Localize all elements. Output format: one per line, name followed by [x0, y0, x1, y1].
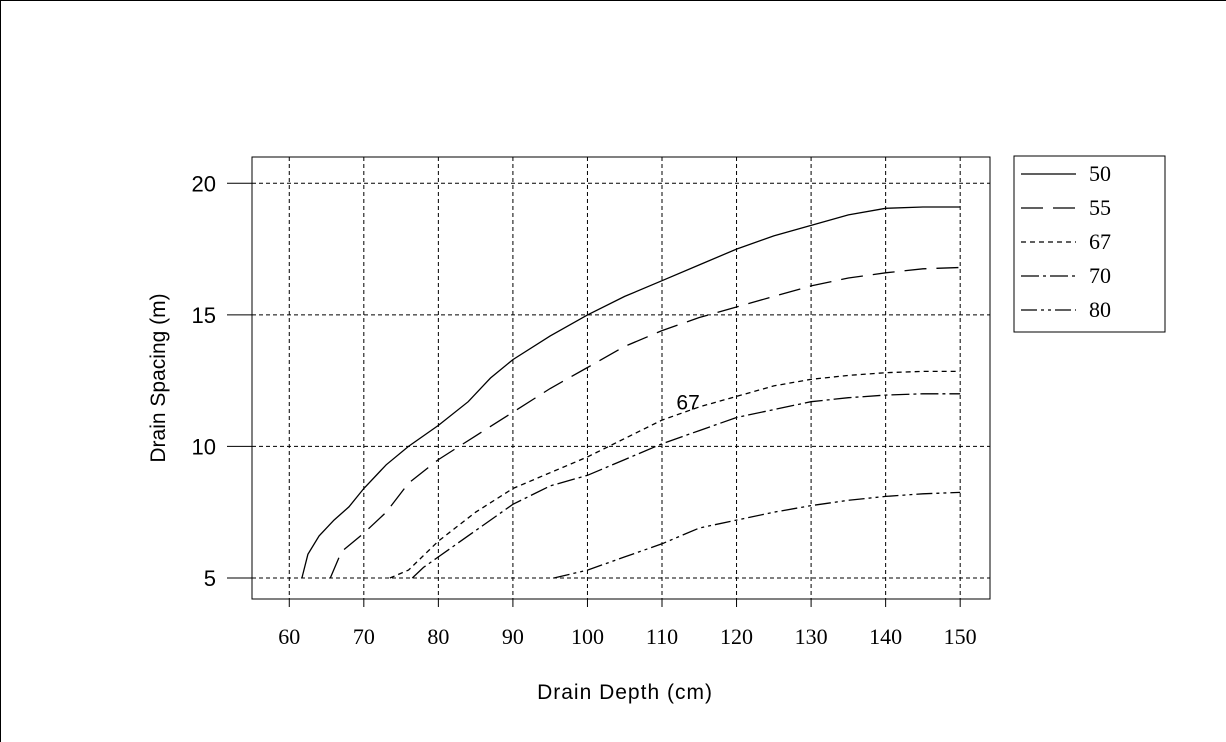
x-tick-label: 60 — [278, 624, 300, 649]
x-tick-label: 100 — [571, 624, 604, 649]
y-tick-label: 10 — [192, 434, 216, 459]
x-axis-ticks: 60 70 80 90 100 110 120 130 140 150 — [278, 599, 977, 649]
legend-label-80: 80 — [1089, 297, 1111, 322]
x-tick-label: 120 — [720, 624, 753, 649]
x-tick-label: 70 — [353, 624, 375, 649]
x-tick-label: 90 — [502, 624, 524, 649]
legend-box — [1013, 155, 1166, 333]
y-tick-label: 5 — [204, 566, 216, 591]
y-tick-label: 20 — [192, 171, 216, 196]
legend-label-70: 70 — [1089, 263, 1111, 288]
curve-annotation-67: 67 — [676, 392, 699, 415]
series-line-55 — [329, 266, 961, 579]
series-line-80 — [553, 491, 961, 579]
y-axis-label: Drain Spacing (m) — [147, 293, 170, 462]
x-tick-label: 140 — [869, 624, 902, 649]
legend-label-55: 55 — [1089, 195, 1111, 220]
series-lines — [301, 206, 961, 579]
x-tick-label: 130 — [795, 624, 828, 649]
legend-label-50: 50 — [1089, 161, 1111, 186]
y-tick-label: 15 — [192, 303, 216, 328]
series-line-67 — [389, 370, 961, 579]
x-tick-label: 150 — [944, 624, 977, 649]
legend-label-67: 67 — [1089, 229, 1111, 254]
x-tick-label: 80 — [427, 624, 449, 649]
plot-border — [251, 156, 991, 600]
legend: 50 55 67 70 80 — [1013, 155, 1166, 333]
gridlines — [252, 157, 990, 599]
x-tick-label: 110 — [646, 624, 678, 649]
x-axis-label: Drain Depth (cm) — [537, 681, 713, 704]
series-line-50 — [301, 206, 961, 579]
y-axis-ticks: 5 10 15 20 — [192, 171, 252, 591]
series-line-70 — [411, 393, 961, 579]
